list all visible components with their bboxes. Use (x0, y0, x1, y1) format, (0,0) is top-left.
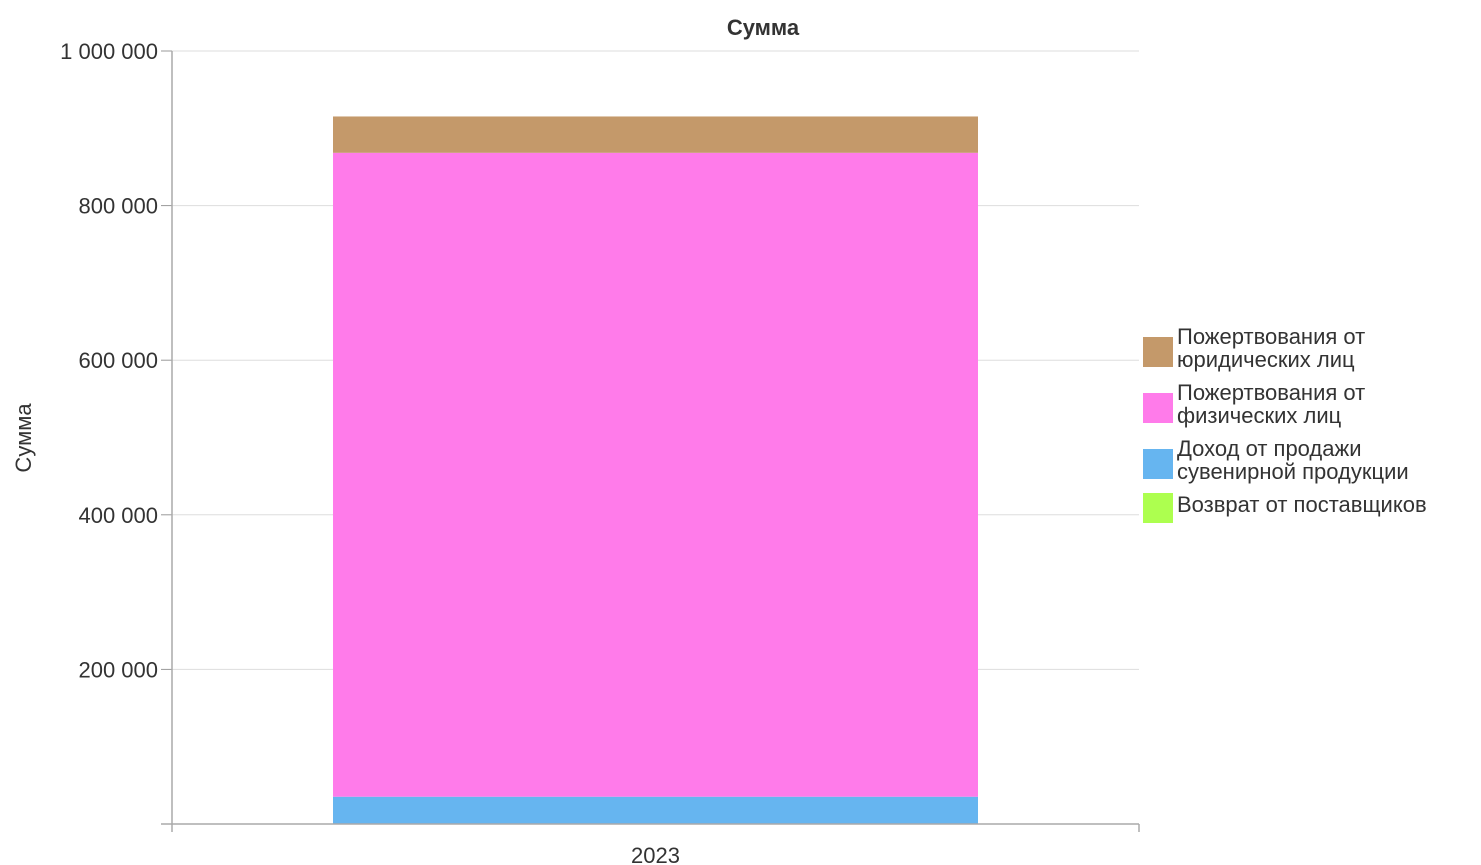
x-tick-label: 2023 (631, 843, 680, 865)
legend-label: Пожертвования от физических лиц (1177, 380, 1366, 428)
y-tick-labels: 200 000 400 000 600 000 800 000 1 000 000 (60, 39, 158, 682)
y-axis-title: Сумма (11, 403, 36, 473)
legend-swatch (1143, 337, 1173, 367)
legend-item[interactable]: Пожертвования от юридических лиц (1143, 325, 1481, 371)
y-tick-label: 200 000 (78, 657, 158, 682)
legend-swatch (1143, 449, 1173, 479)
bar-segment (333, 116, 978, 153)
bar-segment (333, 796, 978, 824)
legend-label: Доход от продажи сувенирной продукции (1177, 436, 1409, 484)
bars (333, 116, 978, 824)
legend-item[interactable]: Пожертвования от физических лиц (1143, 381, 1481, 427)
legend-swatch (1143, 393, 1173, 423)
bar-segment (333, 152, 978, 797)
legend-item[interactable]: Возврат от поставщиков (1143, 493, 1481, 523)
legend-swatch (1143, 493, 1173, 523)
y-tick-label: 400 000 (78, 503, 158, 528)
axes (161, 51, 1140, 832)
y-tick-label: 1 000 000 (60, 39, 158, 64)
y-tick-label: 800 000 (78, 194, 158, 219)
x-tick-labels: 2023 (631, 843, 680, 865)
chart-title: Сумма (727, 15, 800, 40)
legend: Пожертвования от юридических лиц Пожертво… (1143, 325, 1481, 533)
legend-label: Пожертвования от юридических лиц (1177, 324, 1366, 372)
legend-label: Возврат от поставщиков (1177, 492, 1427, 517)
legend-item[interactable]: Доход от продажи сувенирной продукции (1143, 437, 1481, 483)
y-tick-label: 600 000 (78, 348, 158, 373)
